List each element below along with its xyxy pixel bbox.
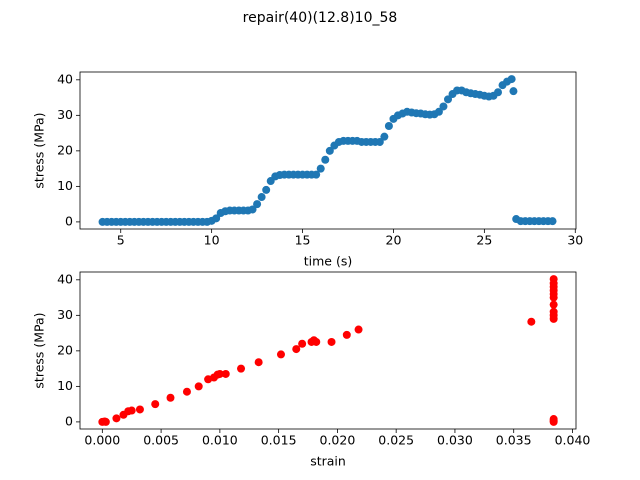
- point: [127, 406, 136, 415]
- y-tick-label: 10: [57, 178, 73, 193]
- y-axis-label: stress (MPa): [32, 112, 47, 188]
- x-tick-label: 0.020: [320, 433, 356, 448]
- point: [509, 87, 518, 96]
- point: [527, 317, 536, 326]
- y-tick-label: 30: [57, 307, 73, 322]
- y-axis-label: stress (MPa): [32, 312, 47, 388]
- y-tick-label: 20: [57, 142, 73, 157]
- point: [439, 102, 448, 111]
- y-tick-label: 10: [57, 378, 73, 393]
- point: [166, 393, 175, 402]
- point: [212, 214, 221, 223]
- x-tick-label: 0.040: [555, 433, 591, 448]
- point: [548, 217, 557, 226]
- point: [549, 416, 558, 425]
- point: [276, 350, 285, 359]
- point: [215, 369, 224, 378]
- point: [312, 170, 321, 179]
- point: [549, 275, 558, 284]
- point: [549, 300, 558, 309]
- point: [327, 337, 336, 346]
- point: [298, 339, 307, 348]
- point: [101, 417, 110, 426]
- point: [507, 75, 516, 84]
- point: [221, 369, 230, 378]
- point: [384, 121, 393, 130]
- point: [375, 137, 384, 146]
- point: [342, 330, 351, 339]
- x-axis-label: strain: [310, 454, 346, 469]
- x-tick-label: 0.035: [496, 433, 532, 448]
- point: [194, 382, 203, 391]
- y-tick-label: 20: [57, 342, 73, 357]
- x-tick-label: 25: [476, 233, 492, 248]
- point: [325, 146, 334, 155]
- point: [237, 364, 246, 373]
- x-tick-label: 0.025: [378, 433, 414, 448]
- y-tick-label: 0: [65, 413, 73, 428]
- point: [262, 185, 271, 194]
- point: [494, 88, 502, 97]
- point: [444, 95, 452, 104]
- x-tick-label: 15: [295, 233, 311, 248]
- point: [549, 307, 558, 316]
- figure-title: repair(40)(12.8)10_58: [243, 10, 398, 26]
- point: [380, 132, 389, 141]
- point: [151, 400, 160, 409]
- y-tick-label: 0: [65, 213, 73, 228]
- point: [253, 200, 262, 209]
- x-tick-label: 20: [386, 233, 402, 248]
- x-tick-label: 0.010: [202, 433, 238, 448]
- point: [354, 325, 363, 334]
- x-axis-label: time (s): [304, 254, 352, 269]
- x-tick-label: 30: [567, 233, 583, 248]
- point: [312, 337, 321, 346]
- x-tick-label: 5: [117, 233, 125, 248]
- point: [434, 107, 443, 116]
- point: [112, 414, 121, 423]
- point: [182, 387, 191, 396]
- point: [321, 155, 330, 164]
- y-tick-label: 30: [57, 107, 73, 122]
- x-tick-label: 0.030: [437, 433, 473, 448]
- point: [292, 345, 301, 354]
- x-tick-label: 0.005: [143, 433, 179, 448]
- point: [254, 358, 263, 367]
- point: [257, 193, 266, 202]
- x-tick-label: 0.000: [84, 433, 120, 448]
- point: [316, 164, 325, 173]
- y-tick-label: 40: [57, 71, 73, 86]
- point: [135, 405, 144, 414]
- x-tick-label: 10: [204, 233, 220, 248]
- point: [248, 205, 257, 214]
- x-tick-label: 0.015: [261, 433, 297, 448]
- y-tick-label: 40: [57, 271, 73, 286]
